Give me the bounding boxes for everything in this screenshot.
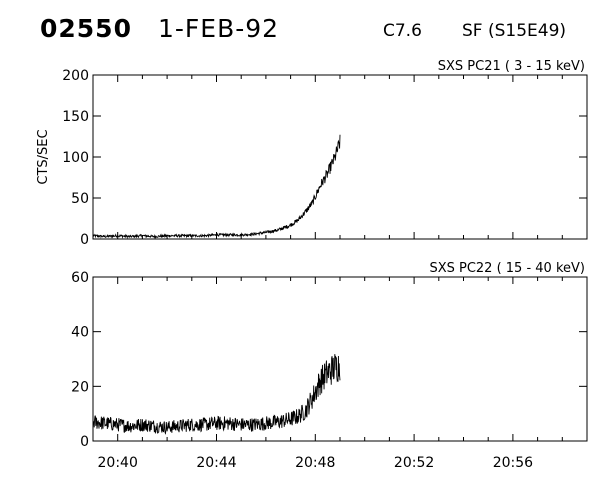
event-date: 1-FEB-92: [158, 14, 280, 43]
x-tick-label: 20:48: [295, 455, 335, 471]
y-tick-label: 50: [71, 191, 89, 207]
plot-title-2: SXS PC22 ( 15 - 40 keV): [429, 261, 585, 276]
x-tick-label: 20:56: [493, 455, 533, 471]
flare-location: SF (S15E49): [462, 21, 567, 41]
x-tick-label: 20:52: [394, 455, 434, 471]
plot-title-1: SXS PC21 ( 3 - 15 keV): [438, 59, 585, 74]
y-axis-label: CTS/SEC: [36, 129, 51, 184]
y-tick-label: 0: [80, 232, 89, 248]
event-id: 02550: [40, 14, 132, 43]
plot-frame-2: [92, 276, 588, 442]
series-line-2-1: [92, 354, 341, 435]
series-line-1-1: [92, 134, 341, 240]
flare-class: C7.6: [383, 21, 422, 41]
y-tick-label: 40: [71, 325, 89, 341]
y-tick-label: 60: [71, 270, 89, 286]
plot-frame-1: [92, 74, 588, 240]
x-tick-label: 20:40: [98, 455, 138, 471]
y-tick-label: 0: [80, 434, 89, 450]
x-tick-label: 20:44: [196, 455, 236, 471]
y-tick-label: 200: [62, 68, 89, 84]
y-tick-label: 20: [71, 379, 89, 395]
y-tick-label: 150: [62, 109, 89, 125]
y-tick-label: 100: [62, 150, 89, 166]
